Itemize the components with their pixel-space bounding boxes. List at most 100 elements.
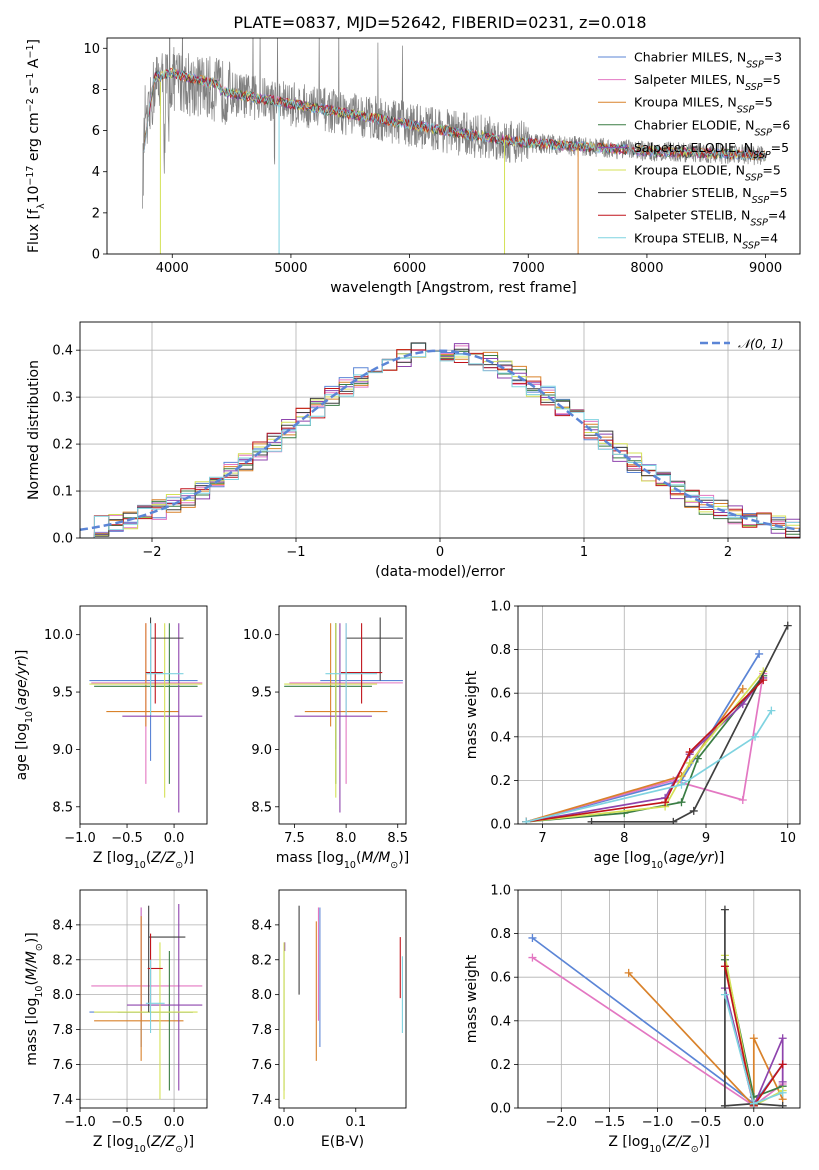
label-part: ]	[26, 39, 42, 44]
plot-frame	[106, 37, 801, 255]
y-tick-label: 4	[92, 165, 100, 180]
mass-weight-line	[525, 673, 765, 823]
x-tick-label: 0	[436, 545, 444, 560]
mass-weight-vs-metallicity-x-label: Z [log10(Z/Z⊙)]	[608, 1134, 709, 1155]
x-tick-label: −1.0	[64, 831, 96, 846]
mass-weight-marker	[720, 990, 729, 999]
plot-frame	[278, 889, 407, 1109]
y-tick-label: 8.2	[52, 953, 73, 968]
mass-vs-metallicity-axes: −1.0 −0.5 0.07.47.67.88.08.28.4Z [log10(Z/…	[24, 889, 208, 1155]
mass-weight-marker	[685, 748, 694, 757]
age-vs-metallicity-x-label: Z [log10(Z/Z⊙)]	[93, 850, 194, 871]
plot-frame	[517, 889, 801, 1109]
label-part: ⊙	[390, 860, 398, 871]
label-part: (	[146, 850, 151, 866]
x-tick-label: 7000	[512, 261, 545, 276]
x-tick-label: 4000	[156, 261, 189, 276]
y-tick-label: 7.8	[52, 1023, 73, 1038]
mass-weight-marker	[587, 817, 596, 824]
label-part: 10	[134, 1144, 146, 1155]
y-tick-label: 0.8	[490, 927, 511, 942]
residual-x-axis-label: (data-model)/error	[375, 564, 505, 580]
label-part: =5	[762, 72, 780, 87]
spectrum-axes: 4000 5000 6000 7000 8000 9000 0 2 4 6 8 10 wavelengt…	[25, 37, 801, 296]
label-part: λ	[36, 203, 47, 209]
label-part: )]	[183, 1134, 194, 1150]
label-part: mass [log	[24, 998, 40, 1066]
x-tick-label: 8.5	[387, 831, 408, 846]
y-tick-label: 8.5	[52, 800, 73, 815]
label-part: 10	[651, 860, 663, 871]
label-part: )]	[713, 850, 724, 866]
mass-weight-marker	[685, 758, 694, 767]
label-part: SSP	[753, 149, 771, 160]
label-part: SSP	[752, 195, 770, 206]
x-tick-label: −2.0	[546, 1115, 578, 1130]
label-part: M/M	[24, 951, 40, 980]
y-tick-label: 6	[92, 124, 100, 139]
label-part: SSP	[750, 217, 768, 228]
label-part: SSP	[737, 104, 755, 115]
mass-weight-marker	[738, 684, 747, 693]
mass-vs-metallicity-y-label: mass [log10(M/M⊙)]	[24, 932, 45, 1065]
label-part: 10	[26, 186, 42, 204]
label-part: Chabrier STELIB, N	[634, 185, 752, 200]
label-part: (	[661, 1134, 666, 1150]
label-part: wavelength [Angstrom, rest frame]	[330, 280, 576, 296]
mass-weight-marker	[669, 817, 678, 824]
y-tick-label: 8.0	[52, 988, 73, 1003]
mass-weight-marker	[720, 1101, 729, 1108]
legend-entry: Chabrier STELIB, NSSP=5	[634, 185, 788, 206]
legend-entry: Chabrier ELODIE, NSSP=6	[634, 117, 790, 138]
label-part: SSP	[746, 59, 764, 70]
y-tick-label: 2	[92, 206, 100, 221]
label-part: =4	[760, 230, 778, 245]
plot-frame	[278, 605, 407, 825]
y-tick-label: 1.0	[490, 600, 511, 615]
x-tick-label: 7	[538, 831, 546, 846]
observed-spectrum-line	[142, 38, 766, 209]
y-tick-label: 0.6	[490, 971, 511, 986]
mass-weight-line	[525, 688, 744, 823]
y-tick-label: 0.6	[490, 687, 511, 702]
y-tick-label: 0.3	[52, 391, 73, 406]
label-part: Z [log	[93, 850, 134, 866]
label-part: =4	[768, 208, 786, 223]
label-part: Kroupa ELODIE, N	[634, 163, 745, 178]
y-tick-label: 7.8	[251, 1023, 272, 1038]
label-part: 10	[24, 711, 35, 723]
label-part: Salpeter ELODIE, N	[634, 140, 753, 155]
label-part: Z/Z	[150, 850, 175, 866]
legend-entry: Salpeter STELIB, NSSP=4	[634, 208, 786, 229]
label-part: age/yr	[14, 659, 30, 705]
x-tick-label: 0.0	[164, 1115, 185, 1130]
label-part: )]	[699, 1134, 710, 1150]
label-part: Z/Z	[150, 1134, 175, 1150]
mass-weight-line	[526, 710, 773, 823]
x-tick-label: 0.0	[743, 1115, 764, 1130]
y-tick-label: 10.0	[44, 628, 73, 643]
label-part: age/yr	[669, 850, 715, 866]
y-tick-label: 8.2	[251, 953, 272, 968]
chart-title: PLATE=0837, MJD=52642, FIBERID=0231, z=0…	[233, 13, 646, 32]
y-tick-label: 9.5	[251, 686, 272, 701]
y-tick-label: 8.5	[251, 800, 272, 815]
label-part: Normed distribution	[26, 360, 42, 500]
label-part: (	[146, 1134, 151, 1150]
y-tick-label: 0.0	[52, 532, 73, 547]
mass-weight-marker	[522, 817, 531, 824]
x-tick-label: 8000	[630, 261, 663, 276]
y-tick-label: 0.4	[490, 730, 511, 745]
mass-vs-extinction-axes: 0.0 0.1 7.4 7.6 7.8 8.0 8.2 8.4 E(B-V)	[251, 889, 407, 1150]
label-part: Kroupa STELIB, N	[634, 230, 742, 245]
x-tick-label: −1.0	[642, 1115, 674, 1130]
label-part: ⊙	[175, 860, 183, 871]
label-part: mass [log	[276, 850, 344, 866]
label-part: SSP	[745, 172, 763, 183]
label-part: =6	[772, 117, 790, 132]
label-part: (data-model)/error	[375, 564, 505, 580]
mass-weight-marker	[677, 780, 686, 789]
label-part: mass weight	[464, 670, 480, 759]
legend-entry: Kroupa MILES, NSSP=5	[634, 95, 773, 116]
